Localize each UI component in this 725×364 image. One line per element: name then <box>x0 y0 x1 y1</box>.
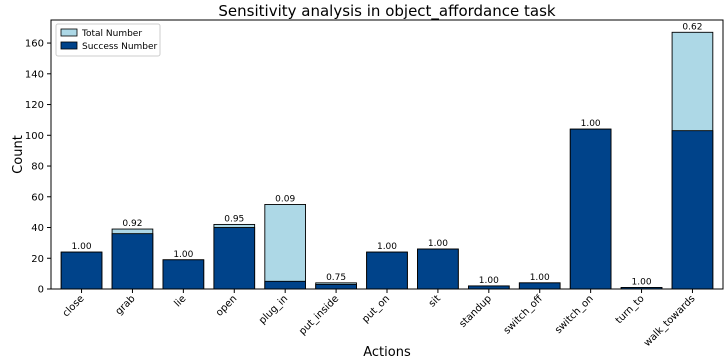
legend-frame <box>55 23 161 57</box>
bar-success-sit <box>417 248 459 290</box>
y-tick-label-140: 140 <box>25 69 44 80</box>
legend-label-total: Total Number <box>81 29 142 39</box>
bar-success-put_on <box>366 251 408 290</box>
x-tick-label-close: close <box>61 293 87 319</box>
legend-swatch-total <box>60 28 78 37</box>
legend: Total Number Success Number <box>55 23 161 57</box>
x-tick-label-switch_on: switch_on <box>553 293 596 336</box>
x-tick-label-grab: grab <box>114 293 138 317</box>
x-tick-label-open: open <box>214 293 239 318</box>
chart-title: Sensitivity analysis in object_affordanc… <box>218 2 555 21</box>
x-tick-label-standup: standup <box>457 293 494 330</box>
bar-success-switch_on <box>569 128 612 290</box>
ratio-label-grab: 0.92 <box>122 219 142 229</box>
ratio-label-turn_to: 1.00 <box>632 277 652 287</box>
y-axis-title: Count <box>11 135 26 174</box>
bars-layer <box>60 31 714 290</box>
ratio-label-open: 0.95 <box>224 214 244 224</box>
bar-success-walk_towards <box>671 130 714 290</box>
ratio-label-standup: 1.00 <box>479 276 499 286</box>
ratio-label-put_inside: 0.75 <box>326 273 346 283</box>
ratio-label-switch_on: 1.00 <box>581 119 601 129</box>
x-tick-label-put_inside: put_inside <box>297 293 341 337</box>
bar-success-lie <box>162 259 205 290</box>
ratio-label-sit: 1.00 <box>428 239 448 249</box>
x-tick-label-lie: lie <box>172 293 188 309</box>
y-tick-label-100: 100 <box>25 131 44 142</box>
x-tick-label-switch_off: switch_off <box>502 293 546 337</box>
x-tick-label-put_on: put_on <box>360 293 392 325</box>
y-tick-label-120: 120 <box>25 100 44 111</box>
y-tick-label-0: 0 <box>38 285 44 296</box>
ratio-label-plug_in: 0.09 <box>275 194 295 204</box>
bar-total-plug_in <box>264 204 306 290</box>
axes-layer: 0 20 40 60 80 100 120 140 160 close grab lie open plu… <box>25 19 724 349</box>
bar-success-put_inside <box>315 283 357 290</box>
ratio-label-close: 1.00 <box>72 242 92 252</box>
legend-swatch-success <box>60 41 78 50</box>
x-axis-title: Actions <box>363 345 411 360</box>
bar-success-grab <box>111 233 154 290</box>
bar-success-close <box>60 251 103 290</box>
bar-success-switch_off <box>518 282 561 290</box>
legend-label-success: Success Number <box>82 42 158 52</box>
x-tick-label-walk_towards: walk_towards <box>642 293 698 349</box>
y-tick-label-80: 80 <box>31 162 44 173</box>
ratio-label-switch_off: 1.00 <box>530 273 550 283</box>
bar-success-open <box>213 227 256 290</box>
y-tick-label-60: 60 <box>31 192 44 203</box>
ratio-label-walk_towards: 0.62 <box>682 22 702 32</box>
y-tick-label-20: 20 <box>31 254 44 265</box>
y-tick-label-160: 160 <box>25 39 44 50</box>
ratio-label-put_on: 1.00 <box>377 242 397 252</box>
x-tick-label-turn_to: turn_to <box>614 293 647 326</box>
x-tick-label-plug_in: plug_in <box>257 293 290 326</box>
y-tick-label-40: 40 <box>31 223 44 234</box>
bar-success-plug_in <box>264 280 306 290</box>
ratio-label-lie: 1.00 <box>173 250 193 260</box>
data-labels-layer: 1.00 0.92 1.00 0.95 0.09 0.75 1.00 1.00 1.00 1.00… <box>72 22 703 287</box>
x-tick-label-sit: sit <box>427 293 443 309</box>
